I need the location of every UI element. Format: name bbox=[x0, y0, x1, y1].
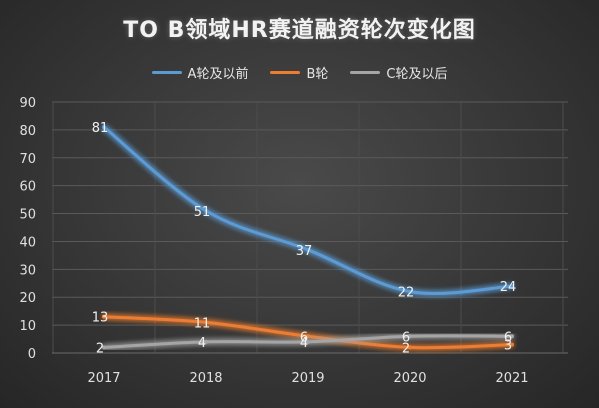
data-label-series-c: 2 bbox=[96, 341, 104, 356]
x-tick-label: 2019 bbox=[291, 371, 324, 386]
data-label-series-a: 24 bbox=[500, 280, 517, 295]
legend-item-series-b: B轮 bbox=[270, 63, 328, 82]
data-point-series-a bbox=[204, 208, 208, 213]
data-point-series-a bbox=[510, 284, 514, 289]
x-tick-label: 2018 bbox=[189, 371, 222, 386]
data-label-series-c: 4 bbox=[300, 336, 308, 351]
legend-item-series-a: A轮及以前 bbox=[151, 63, 249, 82]
data-point-series-a bbox=[102, 125, 106, 130]
y-tick-label: 30 bbox=[19, 263, 36, 278]
data-label-series-b: 3 bbox=[504, 339, 512, 354]
data-point-series-a bbox=[408, 289, 412, 294]
legend-swatch-series-a bbox=[151, 71, 182, 74]
data-label-series-a: 81 bbox=[92, 121, 109, 136]
y-tick-label: 90 bbox=[19, 96, 36, 111]
data-point-series-b bbox=[408, 345, 412, 350]
legend-swatch-series-c bbox=[350, 71, 381, 74]
data-point-series-a bbox=[306, 247, 310, 252]
chart-legend: A轮及以前 B轮 C轮及以后 bbox=[0, 63, 599, 82]
data-label-series-a: 37 bbox=[296, 244, 313, 259]
y-tick-label: 70 bbox=[19, 152, 36, 167]
data-point-series-b bbox=[102, 314, 106, 319]
y-tick-label: 50 bbox=[19, 208, 36, 223]
data-label-series-c: 6 bbox=[402, 330, 410, 345]
legend-item-series-c: C轮及以后 bbox=[350, 63, 447, 82]
data-point-series-b bbox=[204, 320, 208, 325]
data-point-series-c bbox=[102, 345, 106, 350]
data-label-series-a: 51 bbox=[194, 205, 211, 220]
y-tick-label: 10 bbox=[19, 319, 36, 334]
data-label-series-a: 22 bbox=[398, 286, 415, 301]
data-label-series-b: 2 bbox=[402, 341, 410, 356]
y-tick-label: 40 bbox=[19, 235, 36, 250]
data-label-series-c: 6 bbox=[504, 330, 512, 345]
data-label-series-b: 13 bbox=[92, 311, 109, 326]
legend-swatch-series-b bbox=[270, 71, 301, 74]
x-tick-label: 2017 bbox=[87, 371, 120, 386]
x-tick-label: 2021 bbox=[495, 371, 528, 386]
y-tick-label: 20 bbox=[19, 291, 36, 306]
data-label-series-b: 11 bbox=[194, 316, 211, 331]
y-tick-label: 80 bbox=[19, 124, 36, 139]
data-point-series-c bbox=[510, 334, 514, 339]
y-tick-label: 60 bbox=[19, 180, 36, 195]
legend-label-series-c: C轮及以后 bbox=[386, 67, 448, 82]
x-tick-label: 2020 bbox=[393, 371, 426, 386]
data-point-series-b bbox=[306, 334, 310, 339]
y-tick-label: 0 bbox=[28, 347, 36, 362]
data-point-series-b bbox=[510, 342, 514, 347]
data-point-series-c bbox=[306, 339, 310, 344]
legend-label-series-b: B轮 bbox=[306, 67, 329, 82]
legend-label-series-a: A轮及以前 bbox=[187, 67, 249, 82]
data-point-series-c bbox=[408, 334, 412, 339]
data-label-series-c: 4 bbox=[198, 336, 206, 351]
data-point-series-c bbox=[204, 339, 208, 344]
series-line-series-a bbox=[102, 125, 514, 295]
chart-title: TO B领域HR赛道融资轮次变化图 bbox=[123, 18, 476, 43]
data-label-series-b: 6 bbox=[300, 330, 308, 345]
